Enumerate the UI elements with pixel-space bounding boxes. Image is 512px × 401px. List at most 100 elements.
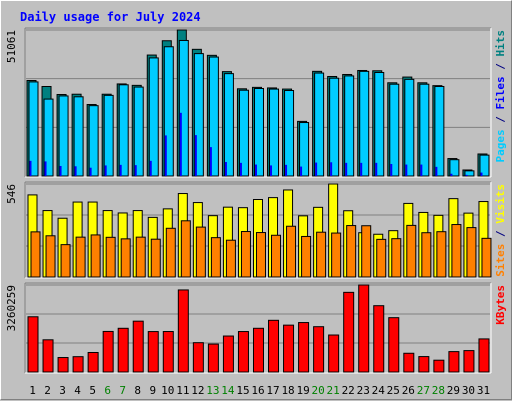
hits-axis-label-part: / [494, 110, 507, 130]
bar-kbytes-day-17 [268, 319, 280, 373]
bar-sites-day-18 [286, 225, 297, 278]
x-tick-label-day-29: 29 [447, 384, 460, 397]
x-tick-label-day-8: 8 [134, 384, 141, 397]
bar-files-day-30 [465, 174, 468, 176]
bar-pages-day-2 [43, 98, 54, 177]
bar-sites-day-17 [271, 234, 282, 278]
bar-pages-day-29 [449, 159, 460, 177]
bar-pages-day-24 [374, 71, 385, 177]
bar-kbytes-day-29 [448, 351, 460, 373]
bar-sites-day-29 [451, 224, 462, 278]
bar-sites-day-8 [135, 236, 146, 278]
x-tick-label-day-24: 24 [372, 384, 386, 397]
bar-sites-day-9 [150, 238, 161, 278]
bar-files-day-21 [330, 162, 333, 176]
bar-sites-day-4 [75, 236, 86, 278]
bar-kbytes-day-14 [222, 335, 234, 373]
bar-pages-day-5 [88, 105, 99, 177]
chart-title: Daily usage for July 2024 [20, 10, 201, 24]
bar-files-day-26 [405, 164, 408, 176]
bar-sites-day-14 [225, 239, 236, 278]
bar-pages-day-27 [419, 83, 430, 177]
bar-files-day-22 [345, 162, 348, 176]
bar-sites-day-16 [255, 232, 266, 278]
x-tick-label-day-23: 23 [357, 384, 370, 397]
bar-files-day-31 [480, 172, 483, 176]
bar-pages-day-11 [178, 39, 189, 177]
x-tick-label-day-19: 19 [296, 384, 309, 397]
bar-kbytes-day-5 [87, 351, 99, 373]
bar-kbytes-day-4 [72, 356, 84, 373]
bar-files-day-19 [300, 166, 303, 176]
bar-files-day-2 [44, 161, 47, 176]
bar-kbytes-day-25 [388, 317, 400, 373]
bar-pages-day-22 [344, 75, 355, 177]
bar-files-day-18 [285, 164, 288, 176]
bar-pages-day-19 [299, 122, 310, 177]
bar-pages-day-17 [269, 88, 280, 177]
bar-pages-day-1 [28, 81, 39, 177]
bar-pages-day-8 [133, 86, 144, 177]
bar-pages-day-18 [284, 90, 295, 177]
bar-sites-day-6 [105, 236, 116, 278]
x-tick-label-day-11: 11 [176, 384, 189, 397]
bar-sites-day-21 [331, 232, 342, 278]
x-tick-label-day-13: 13 [206, 384, 219, 397]
bar-files-day-27 [420, 164, 423, 176]
bar-kbytes-day-10 [162, 331, 174, 373]
bar-files-day-14 [224, 161, 227, 176]
bar-kbytes-day-27 [418, 356, 430, 373]
visits-axis-label-part: / [494, 224, 507, 244]
bar-sites-day-12 [195, 226, 206, 278]
bar-kbytes-day-22 [343, 291, 355, 373]
x-tick-label-day-30: 30 [462, 384, 475, 397]
bar-kbytes-day-8 [132, 320, 144, 373]
bar-files-day-24 [375, 162, 378, 176]
x-tick-label-day-16: 16 [251, 384, 264, 397]
kbytes-max-label: 3260259 [5, 285, 18, 331]
bar-kbytes-day-16 [252, 327, 264, 373]
bar-sites-day-31 [481, 237, 492, 278]
bar-sites-day-20 [316, 231, 327, 278]
bar-kbytes-day-30 [463, 350, 475, 373]
x-tick-label-day-9: 9 [149, 384, 156, 397]
bar-kbytes-day-13 [207, 343, 219, 373]
bar-pages-day-26 [404, 78, 415, 177]
bar-files-day-25 [390, 163, 393, 176]
hits-axis-label-part: Hits [494, 30, 507, 57]
bar-files-day-3 [59, 165, 62, 176]
bar-pages-day-4 [73, 96, 84, 177]
x-tick-label-day-6: 6 [104, 384, 111, 397]
bar-kbytes-day-26 [403, 352, 415, 373]
bar-sites-day-1 [30, 231, 41, 278]
kbytes-panel: 3260259 KBytes [5, 282, 507, 374]
bar-pages-day-12 [193, 53, 204, 177]
bar-pages-day-13 [208, 56, 219, 177]
bar-files-day-17 [270, 165, 273, 176]
bar-sites-day-15 [240, 231, 251, 278]
bar-pages-day-28 [434, 86, 445, 177]
x-tick-label-day-22: 22 [342, 384, 355, 397]
visits-panel: 546 Sites / Visits [5, 181, 507, 279]
bar-kbytes-day-12 [192, 342, 204, 373]
bar-kbytes-day-3 [57, 357, 69, 373]
x-tick-label-day-20: 20 [312, 384, 325, 397]
bar-files-day-5 [89, 167, 92, 176]
bar-sites-day-3 [60, 244, 71, 278]
bar-files-day-11 [179, 112, 182, 176]
x-tick-label-day-15: 15 [236, 384, 249, 397]
x-tick-label-day-25: 25 [387, 384, 400, 397]
x-tick-label-day-2: 2 [44, 384, 51, 397]
bar-sites-day-27 [421, 232, 432, 278]
x-tick-label-day-27: 27 [417, 384, 430, 397]
hits-axis-label-part: Pages [494, 129, 507, 162]
bar-pages-day-6 [103, 94, 114, 177]
x-tick-label-day-18: 18 [281, 384, 294, 397]
hits-panel: 51061 Pages / Files / Hits [5, 27, 507, 178]
bar-pages-day-3 [58, 95, 69, 177]
bar-files-day-13 [209, 147, 212, 176]
bar-kbytes-day-2 [42, 339, 54, 373]
bar-files-day-7 [119, 164, 122, 176]
bar-pages-day-16 [253, 88, 264, 177]
bar-pages-day-14 [223, 73, 234, 177]
